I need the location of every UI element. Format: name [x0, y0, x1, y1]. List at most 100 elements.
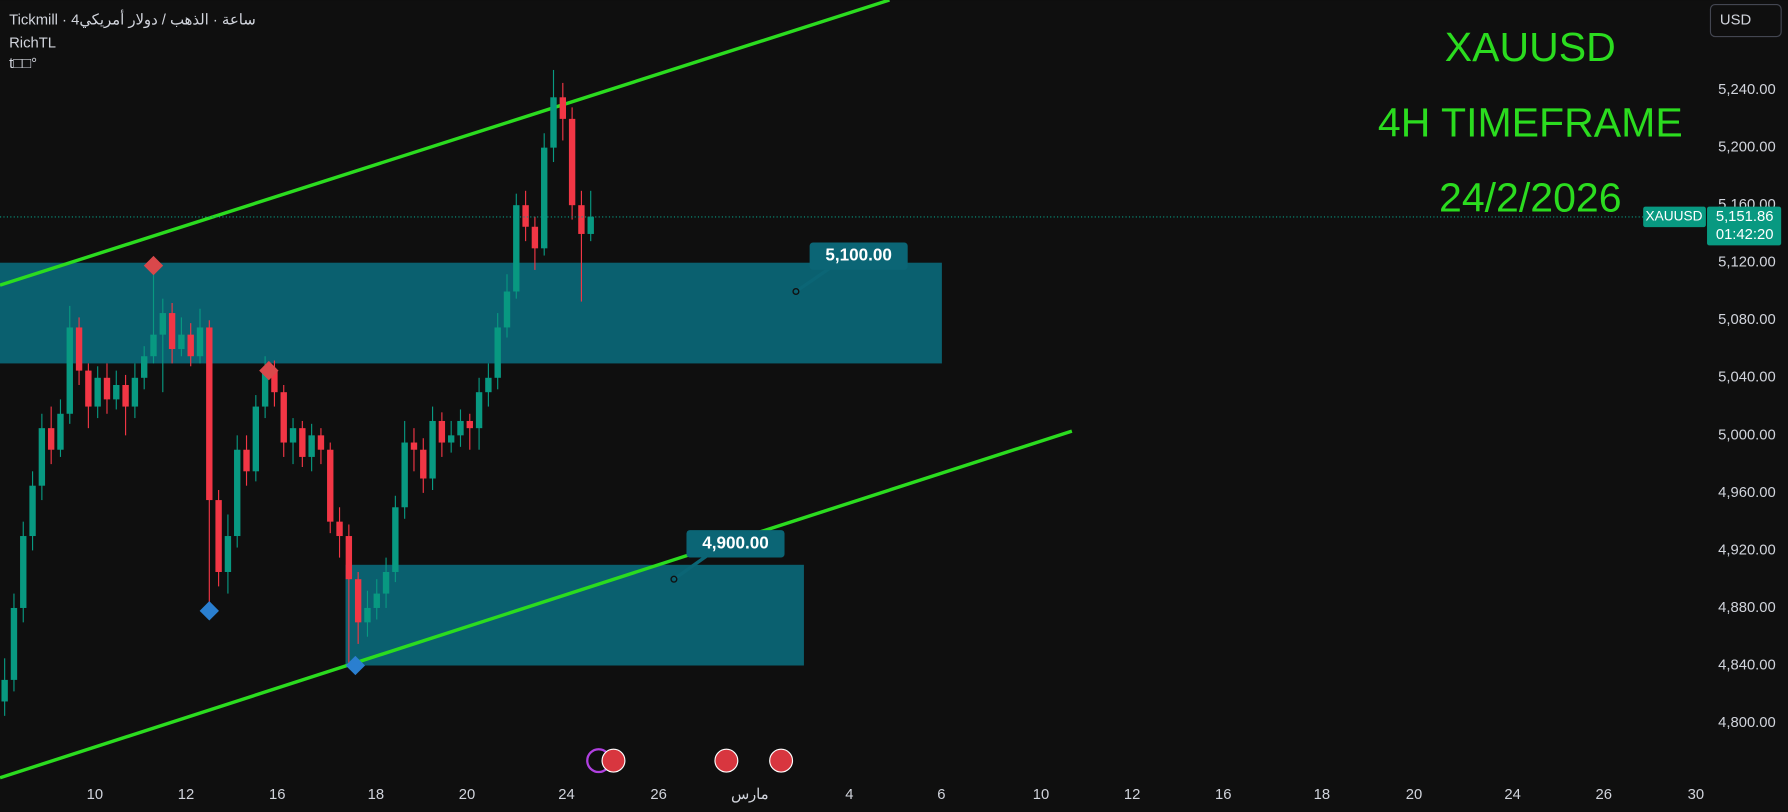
candle-body [280, 392, 287, 443]
x-tick-label: 12 [178, 787, 194, 803]
candle-body [513, 205, 520, 292]
candle-body [466, 420, 473, 429]
zone-price-dot [792, 287, 800, 296]
zone [0, 262, 942, 364]
currency-button[interactable] [1709, 4, 1782, 38]
currency-label[interactable]: USD [1720, 12, 1751, 28]
x-tick-label: 20 [1406, 787, 1422, 803]
candle-body [522, 205, 529, 227]
candle-body [122, 384, 129, 407]
x-tick-label: 26 [1596, 787, 1612, 803]
y-tick-label: 5,120.00 [1718, 255, 1776, 271]
x-tick-label: 16 [269, 787, 285, 803]
x-tick-label: 20 [459, 787, 475, 803]
zone-label: 4,900.00 [702, 533, 769, 552]
symbol-tag-label: XAUUSD [1645, 209, 1702, 224]
y-tick-label: 5,200.00 [1718, 140, 1776, 156]
candle-body [541, 147, 548, 249]
candle-body [429, 420, 436, 479]
zone-label-pointer [672, 552, 711, 581]
candle-body [168, 313, 176, 350]
candle-body [206, 327, 213, 501]
candle-body [531, 226, 539, 249]
zone [345, 564, 804, 666]
candle-body [420, 449, 427, 479]
x-tick-label: مارس [731, 787, 769, 803]
candle-body [261, 370, 269, 407]
x-tick-label: 18 [1314, 787, 1330, 803]
candles [1, 69, 594, 716]
candle-body [1, 679, 8, 702]
candle-body [66, 327, 73, 414]
candle-body [94, 377, 101, 407]
y-tick-label: 5,240.00 [1718, 82, 1776, 98]
zone-label-box [809, 242, 908, 270]
x-tick-label: 6 [937, 787, 945, 803]
candle-body [224, 536, 232, 573]
price-tag-label: 5,151.86 [1716, 209, 1774, 225]
candle-body [550, 97, 557, 148]
y-tick-label: 4,840.00 [1718, 657, 1776, 673]
candle-body [475, 392, 483, 429]
x-tick-label: 26 [650, 787, 666, 803]
candle-body [382, 572, 390, 594]
candle-body [289, 428, 297, 443]
chart-title: XAUUSD [1445, 24, 1616, 70]
candle-body [271, 370, 278, 393]
candle-body [494, 327, 501, 378]
candle-body [438, 420, 446, 443]
y-tick-label: 4,920.00 [1718, 542, 1776, 558]
y-tick-label: 5,080.00 [1718, 312, 1776, 328]
candle-body [308, 435, 315, 457]
candle-body [345, 536, 353, 580]
zone-label-box [686, 530, 785, 558]
channel-lower [0, 429, 1073, 780]
x-tick-label: 10 [1033, 787, 1049, 803]
countdown-label: 01:42:20 [1716, 227, 1774, 243]
channel-upper [0, 0, 890, 287]
zones [0, 262, 942, 666]
candle-body [47, 428, 55, 450]
candle-body [485, 377, 492, 393]
candle-body [29, 485, 36, 537]
candle-body [401, 442, 408, 508]
price-tag [1707, 206, 1782, 246]
candle-body [187, 334, 194, 357]
x-tick-label: 10 [87, 787, 103, 803]
candle-body [252, 406, 260, 472]
candle-body [38, 428, 46, 486]
candle-body [150, 334, 157, 357]
candle-body [20, 536, 27, 608]
candle-body [196, 327, 204, 357]
event-icon[interactable] [601, 748, 626, 773]
x-tick-label: 24 [1504, 787, 1520, 803]
y-tick-label: 4,800.00 [1718, 715, 1776, 731]
candle-body [178, 334, 185, 350]
candle-body [85, 370, 92, 407]
event-icon[interactable] [714, 748, 739, 773]
candle-body [317, 435, 325, 450]
candle-body [336, 521, 343, 537]
candle-body [215, 500, 222, 573]
x-tick-label: 12 [1124, 787, 1140, 803]
signal-marker [345, 655, 366, 676]
candle-body [57, 413, 64, 450]
signal-marker [259, 360, 279, 381]
chart-date: 24/2/2026 [1439, 175, 1622, 221]
x-tick-label: 16 [1215, 787, 1231, 803]
candle-body [159, 313, 166, 335]
symbol-tag [1643, 206, 1706, 228]
candle-body [392, 507, 399, 573]
y-tick-label: 5,000.00 [1718, 427, 1776, 443]
event-icon[interactable] [769, 748, 794, 773]
candle-body [243, 449, 250, 472]
candle-body [373, 593, 380, 608]
x-tick-label: 4 [845, 787, 853, 803]
candle-body [140, 356, 148, 378]
y-tick-label: 4,880.00 [1718, 600, 1776, 616]
candle-body [503, 291, 511, 328]
candle-body [299, 428, 306, 457]
candle-body [131, 377, 139, 407]
